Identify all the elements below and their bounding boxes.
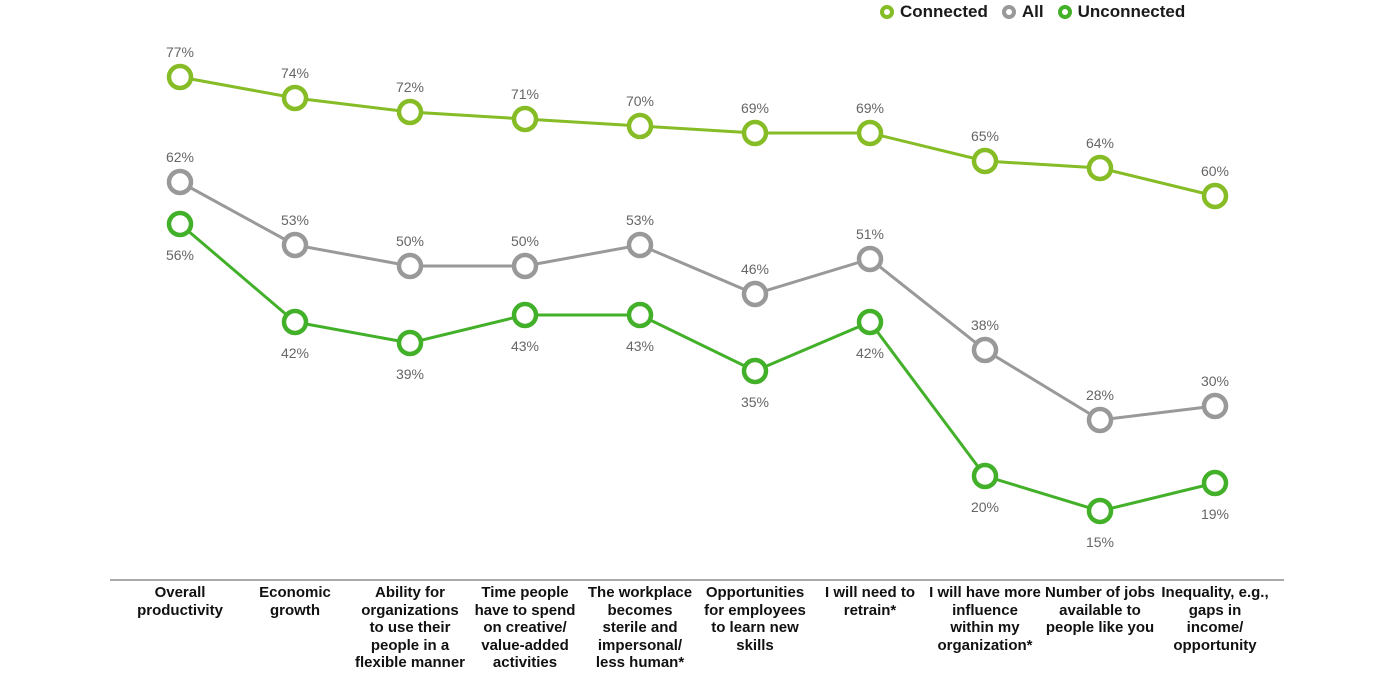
data-point-unconnected [1201,469,1229,497]
category-label: Inequality, e.g., gaps in income/ opport… [1161,584,1269,654]
data-label-connected: 77% [166,44,194,60]
data-label-connected: 69% [741,100,769,116]
category-label: Ability for organizations to use their p… [354,584,466,671]
data-label-all: 50% [511,233,539,249]
data-point-all [281,231,309,259]
series-line-unconnected [179,222,1216,513]
data-label-unconnected: 39% [396,366,424,382]
data-label-connected: 65% [971,128,999,144]
category-label: Time people have to spend on creative/ v… [474,584,576,671]
data-label-unconnected: 43% [511,338,539,354]
category-label: I will have more influence within my org… [929,584,1041,654]
data-point-unconnected [166,210,194,238]
data-point-unconnected [626,301,654,329]
data-point-connected [1086,154,1114,182]
data-point-all [166,168,194,196]
data-label-all: 53% [626,212,654,228]
category-label: Number of jobs available to people like … [1044,584,1155,636]
data-point-connected [856,119,884,147]
data-label-connected: 64% [1086,135,1114,151]
data-label-unconnected: 42% [856,345,884,361]
legend: Connected All Unconnected [880,0,1199,24]
data-point-unconnected [281,308,309,336]
category-label: Opportunities for employees to learn new… [704,584,806,654]
category-label: I will need to retrain* [824,584,915,619]
data-label-connected: 72% [396,79,424,95]
data-label-all: 62% [166,149,194,165]
data-point-unconnected [741,357,769,385]
data-point-all [1201,392,1229,420]
legend-item-unconnected: Unconnected [1057,2,1186,22]
category-label: Overall productivity [137,584,223,619]
data-label-all: 53% [281,212,309,228]
data-point-all [971,336,999,364]
data-label-all: 38% [971,317,999,333]
data-label-all: 46% [741,261,769,277]
data-point-connected [396,98,424,126]
data-point-all [511,252,539,280]
data-point-connected [511,105,539,133]
data-label-unconnected: 56% [166,247,194,263]
legend-item-connected: Connected [880,2,988,22]
series-line-connected [179,75,1216,198]
data-label-unconnected: 35% [741,394,769,410]
series-line-all [179,180,1216,422]
data-point-connected [281,84,309,112]
data-label-unconnected: 20% [971,499,999,515]
data-label-all: 30% [1201,373,1229,389]
data-point-all [741,280,769,308]
legend-label-connected: Connected [900,2,988,21]
data-label-all: 28% [1086,387,1114,403]
data-point-all [626,231,654,259]
data-point-connected [626,112,654,140]
data-label-connected: 71% [511,86,539,102]
data-point-connected [1201,182,1229,210]
data-point-unconnected [856,308,884,336]
data-point-unconnected [396,329,424,357]
data-label-connected: 74% [281,65,309,81]
data-label-unconnected: 15% [1086,534,1114,550]
legend-marker-connected [880,5,894,19]
legend-label-all: All [1021,2,1044,21]
data-point-unconnected [1086,497,1114,525]
data-label-unconnected: 42% [281,345,309,361]
data-label-unconnected: 43% [626,338,654,354]
data-label-all: 51% [856,226,884,242]
data-point-all [396,252,424,280]
data-point-connected [971,147,999,175]
legend-label-unconnected: Unconnected [1077,2,1186,21]
legend-marker-all [1001,5,1016,19]
data-point-all [1086,406,1114,434]
data-point-connected [166,63,194,91]
data-label-connected: 69% [856,100,884,116]
data-label-connected: 70% [626,93,654,109]
data-label-connected: 60% [1201,163,1229,179]
legend-item-all: All [1001,2,1044,22]
legend-marker-unconnected [1057,5,1072,19]
data-point-connected [741,119,769,147]
category-label: The workplace becomes sterile and impers… [587,584,693,671]
data-label-all: 50% [396,233,424,249]
data-label-unconnected: 19% [1201,506,1229,522]
category-label: Economic growth [259,584,331,619]
data-point-all [856,245,884,273]
data-point-unconnected [511,301,539,329]
data-point-unconnected [971,462,999,490]
